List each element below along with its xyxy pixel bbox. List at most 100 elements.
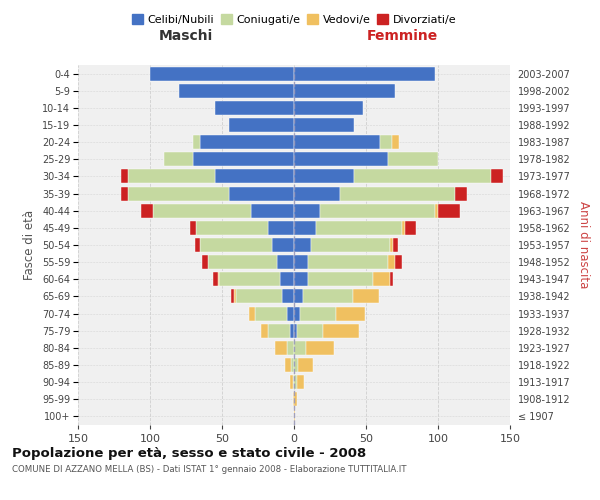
Bar xyxy=(196,221,268,235)
Bar xyxy=(290,375,293,389)
Bar xyxy=(150,66,294,80)
Bar xyxy=(272,238,294,252)
Bar xyxy=(300,306,336,320)
Legend: Celibi/Nubili, Coniugati/e, Vedovi/e, Divorziati/e: Celibi/Nubili, Coniugati/e, Vedovi/e, Di… xyxy=(127,10,461,29)
Text: Femmine: Femmine xyxy=(367,28,437,42)
Bar xyxy=(455,186,467,200)
Text: Maschi: Maschi xyxy=(159,28,213,42)
Bar xyxy=(121,186,128,200)
Bar xyxy=(311,238,391,252)
Bar xyxy=(294,118,355,132)
Bar xyxy=(268,324,290,338)
Bar xyxy=(405,221,416,235)
Bar xyxy=(190,221,196,235)
Bar xyxy=(277,255,294,269)
Bar xyxy=(208,255,277,269)
Bar xyxy=(121,170,128,183)
Bar xyxy=(294,410,295,424)
Bar xyxy=(355,170,491,183)
Bar xyxy=(392,135,399,149)
Bar xyxy=(391,272,394,286)
Bar xyxy=(219,272,280,286)
Bar xyxy=(320,204,435,218)
Bar xyxy=(316,221,402,235)
Bar xyxy=(214,272,218,286)
Bar xyxy=(298,358,313,372)
Bar xyxy=(287,341,294,355)
Bar xyxy=(391,238,394,252)
Bar xyxy=(293,392,294,406)
Bar xyxy=(353,290,379,304)
Bar xyxy=(275,341,287,355)
Bar xyxy=(294,290,302,304)
Bar xyxy=(215,101,294,115)
Bar xyxy=(394,238,398,252)
Bar xyxy=(193,135,200,149)
Bar xyxy=(290,324,294,338)
Bar xyxy=(294,324,297,338)
Bar xyxy=(179,84,294,98)
Bar xyxy=(402,221,405,235)
Bar xyxy=(229,186,294,200)
Bar xyxy=(194,238,200,252)
Y-axis label: Anni di nascita: Anni di nascita xyxy=(577,202,590,288)
Bar xyxy=(294,101,363,115)
Bar xyxy=(202,255,208,269)
Text: COMUNE DI AZZANO MELLA (BS) - Dati ISTAT 1° gennaio 2008 - Elaborazione TUTTITAL: COMUNE DI AZZANO MELLA (BS) - Dati ISTAT… xyxy=(12,466,407,474)
Bar xyxy=(294,341,305,355)
Bar xyxy=(294,204,320,218)
Bar xyxy=(294,392,297,406)
Bar xyxy=(336,306,365,320)
Bar xyxy=(251,204,294,218)
Bar xyxy=(293,375,294,389)
Text: Popolazione per età, sesso e stato civile - 2008: Popolazione per età, sesso e stato civil… xyxy=(12,448,366,460)
Bar xyxy=(218,272,219,286)
Bar xyxy=(294,221,316,235)
Bar xyxy=(255,306,287,320)
Bar xyxy=(128,186,229,200)
Bar xyxy=(297,375,304,389)
Bar xyxy=(215,170,294,183)
Bar xyxy=(268,221,294,235)
Bar xyxy=(287,306,294,320)
Bar xyxy=(380,135,392,149)
Bar xyxy=(340,186,455,200)
Bar xyxy=(294,358,298,372)
Bar xyxy=(491,170,503,183)
Bar xyxy=(250,306,255,320)
Bar xyxy=(294,66,435,80)
Bar xyxy=(305,341,334,355)
Bar xyxy=(323,324,359,338)
Bar xyxy=(280,272,294,286)
Bar xyxy=(294,238,311,252)
Bar xyxy=(128,170,215,183)
Bar xyxy=(164,152,193,166)
Bar xyxy=(153,204,251,218)
Bar xyxy=(302,290,353,304)
Bar xyxy=(291,358,294,372)
Bar xyxy=(200,238,272,252)
Bar xyxy=(261,324,268,338)
Bar xyxy=(294,152,388,166)
Bar xyxy=(388,152,438,166)
Bar xyxy=(294,84,395,98)
Bar xyxy=(142,204,153,218)
Bar xyxy=(395,255,402,269)
Bar xyxy=(230,290,233,304)
Bar xyxy=(294,272,308,286)
Bar xyxy=(193,152,294,166)
Bar xyxy=(435,204,438,218)
Bar xyxy=(373,272,391,286)
Bar xyxy=(200,135,294,149)
Bar xyxy=(283,290,294,304)
Bar xyxy=(233,290,236,304)
Bar xyxy=(229,118,294,132)
Bar xyxy=(388,255,395,269)
Bar xyxy=(294,135,380,149)
Bar xyxy=(236,290,283,304)
Bar xyxy=(294,170,355,183)
Bar xyxy=(297,324,323,338)
Bar xyxy=(294,186,340,200)
Bar xyxy=(294,375,297,389)
Bar xyxy=(308,272,373,286)
